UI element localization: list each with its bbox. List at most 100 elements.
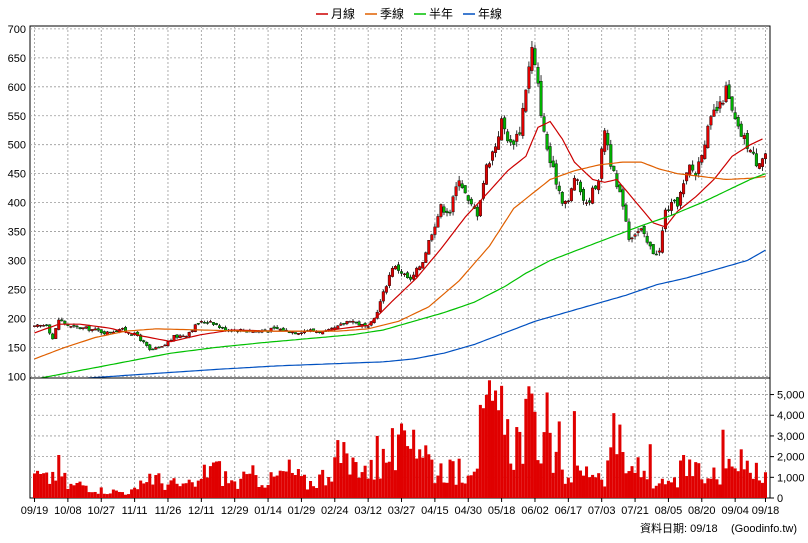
candle-body [676, 197, 680, 207]
x-tick-label: 07/03 [588, 505, 616, 517]
candle-body [351, 320, 355, 323]
volume-bar [612, 413, 616, 498]
volume-bar [403, 430, 407, 498]
x-tick-label: 09/19 [21, 505, 49, 517]
price-tick-label: 600 [8, 82, 26, 94]
candle-body [427, 240, 431, 255]
candle-body [715, 106, 719, 111]
candle-body [578, 181, 582, 193]
candle-body [275, 326, 279, 329]
volume-bar [123, 494, 128, 498]
x-tick-label: 10/27 [87, 505, 115, 517]
legend-label: 半年 [429, 7, 453, 21]
volume-bar [542, 432, 546, 498]
volume-bar [360, 472, 364, 498]
volume-bar [660, 478, 664, 498]
candle-body [442, 206, 446, 213]
price-tick-label: 400 [8, 198, 26, 210]
volume-bar [666, 480, 670, 498]
candle-body [591, 187, 595, 204]
volume-bar [700, 479, 704, 498]
candle-body [178, 335, 182, 339]
price-tick-label: 500 [8, 140, 26, 152]
volume-bar [81, 485, 85, 498]
candle-body [503, 117, 507, 130]
candle-body [757, 163, 761, 169]
volume-bar [763, 472, 767, 498]
candle-body [172, 335, 176, 341]
volume-bar [469, 475, 473, 498]
candle-body [384, 286, 388, 293]
candle-body [175, 334, 179, 338]
volume-bar [512, 469, 516, 498]
volume-bar [327, 476, 331, 498]
volume-bar [42, 473, 46, 498]
candle-body [484, 164, 488, 185]
candle-body [691, 164, 695, 171]
volume-bar [654, 485, 658, 498]
candle-body [672, 199, 676, 202]
candle-body [688, 164, 692, 175]
candle-body [299, 332, 303, 334]
volume-bar [178, 486, 182, 498]
volume-bar [257, 486, 261, 498]
candle-body [114, 330, 118, 333]
volume-bar [445, 482, 449, 498]
candle-body [160, 346, 164, 348]
price-tick-label: 300 [8, 256, 26, 268]
candle-body [272, 326, 276, 329]
volume-bar [672, 477, 677, 498]
volume-bar [127, 494, 131, 498]
candle-body [366, 326, 370, 328]
volume-tick-label: 2,000 [777, 452, 805, 464]
candle-body [415, 267, 419, 277]
volume-tick-label: 3,000 [777, 431, 805, 443]
volume-bar [466, 475, 470, 498]
volume-bar [418, 449, 422, 498]
volume-bar [96, 493, 100, 498]
candle-body [208, 321, 212, 323]
volume-bar [566, 477, 570, 498]
volume-bar [266, 485, 270, 498]
volume-bar [451, 461, 455, 498]
candle-body [406, 272, 410, 279]
volume-bar [321, 469, 325, 498]
volume-bar [487, 380, 491, 498]
volume-bar [272, 476, 276, 498]
candle-body [290, 331, 294, 334]
candle-body [694, 173, 698, 176]
volume-bar [351, 457, 355, 498]
candle-body [54, 328, 58, 339]
candle-body [554, 163, 558, 185]
candle-body [669, 202, 673, 211]
volume-bar [175, 483, 179, 498]
volume-bar [230, 480, 234, 498]
candle-body [409, 276, 413, 280]
volume-bar [578, 470, 582, 498]
candle-body [460, 183, 464, 188]
candle-body [566, 200, 570, 203]
candle-body [597, 181, 601, 191]
volume-bar [205, 477, 209, 498]
candle-body [739, 123, 743, 137]
candle-body [469, 198, 473, 205]
candle-body [660, 230, 664, 253]
candle-body [400, 271, 404, 274]
candle-body [697, 161, 701, 174]
candle-body [703, 144, 707, 159]
candle-body [96, 328, 100, 331]
candle-body [39, 324, 43, 327]
volume-bar [718, 484, 722, 498]
candle-body [606, 133, 610, 146]
candle-body [760, 158, 764, 167]
volume-bar [760, 482, 764, 498]
candle-body [709, 116, 713, 126]
volume-bar [533, 411, 537, 498]
x-tick-label: 01/14 [254, 505, 282, 517]
volume-bar [721, 429, 725, 498]
legend-label: 季線 [380, 6, 404, 21]
candle-body [751, 151, 755, 154]
volume-bar [600, 479, 604, 498]
volume-bar [242, 471, 246, 498]
candle-body [81, 327, 85, 329]
